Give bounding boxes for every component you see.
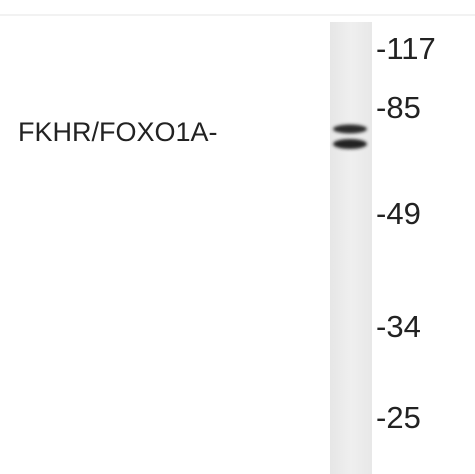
lane xyxy=(330,22,372,474)
band xyxy=(333,139,367,149)
marker-label: -49 xyxy=(376,198,421,229)
protein-label: FKHR/FOXO1A- xyxy=(18,119,218,146)
marker-label: -25 xyxy=(376,402,421,433)
marker-label: -117 xyxy=(376,33,436,64)
band xyxy=(333,125,367,134)
marker-label: -85 xyxy=(376,92,421,123)
blot-figure: FKHR/FOXO1A- -117 -85 -49 -34 -25 xyxy=(0,0,475,474)
marker-label: -34 xyxy=(376,311,421,342)
